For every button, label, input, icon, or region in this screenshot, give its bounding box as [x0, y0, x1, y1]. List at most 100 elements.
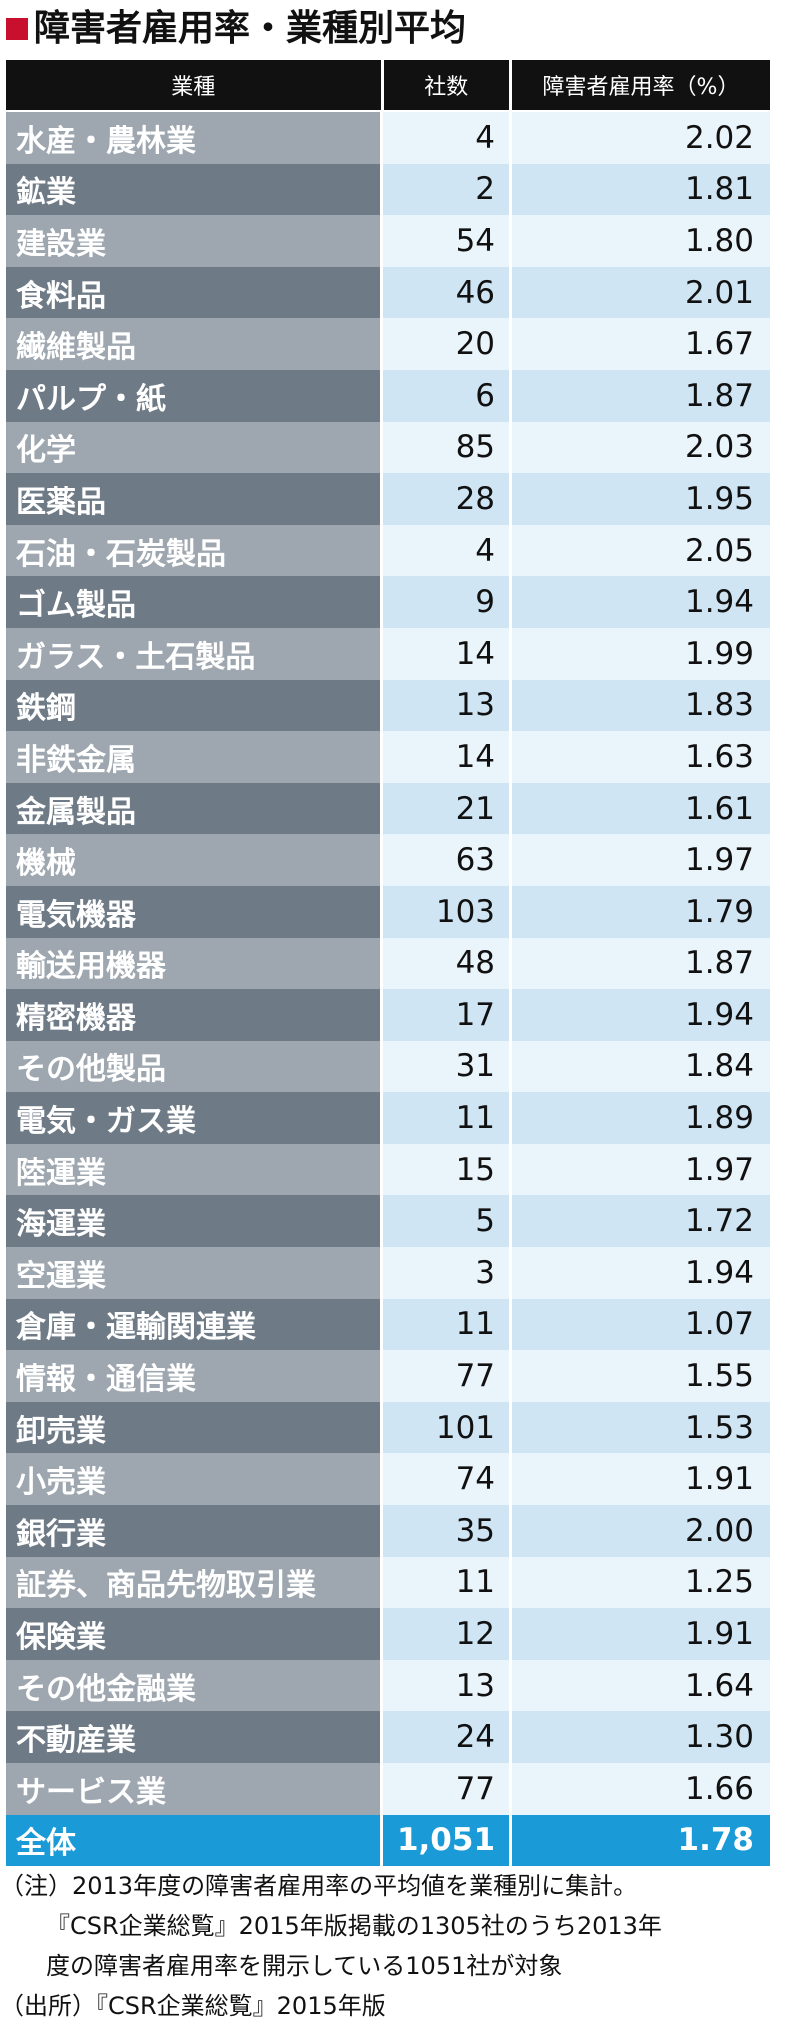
total-industry: 全体 — [6, 1814, 381, 1867]
industry-cell: 鉄鋼 — [6, 679, 381, 732]
industry-cell: 水産・農林業 — [6, 112, 381, 164]
rate-cell: 1.80 — [512, 215, 770, 267]
count-cell: 13 — [383, 1659, 510, 1712]
source-line: （出所）『CSR企業総覧』2015年版 — [0, 1992, 386, 2020]
count-cell: 63 — [383, 834, 510, 886]
total-rate: 1.78 — [512, 1814, 770, 1867]
industry-cell: 電気・ガス業 — [6, 1092, 381, 1144]
table-row: その他製品 31 1.84 — [6, 1040, 770, 1093]
table-row: 化学 85 2.03 — [6, 421, 770, 474]
table-row: パルプ・紙 6 1.87 — [6, 369, 770, 422]
header-rate: 障害者雇用率（%） — [512, 60, 770, 110]
count-cell: 48 — [383, 937, 510, 990]
table-row: その他金融業 13 1.64 — [6, 1659, 770, 1712]
rate-cell: 2.02 — [512, 112, 770, 164]
table-row: 海運業 5 1.72 — [6, 1195, 770, 1248]
industry-cell: その他金融業 — [6, 1659, 381, 1712]
footnotes: （注）2013年度の障害者雇用率の平均値を業種別に集計。 『CSR企業総覧』20… — [0, 1866, 800, 2026]
table-row: 電気・ガス業 11 1.89 — [6, 1092, 770, 1144]
count-cell: 9 — [383, 576, 510, 628]
industry-cell: 電気機器 — [6, 885, 381, 938]
count-cell: 20 — [383, 318, 510, 370]
rate-cell: 1.99 — [512, 627, 770, 680]
rate-cell: 1.07 — [512, 1298, 770, 1351]
industry-cell: 倉庫・運輸関連業 — [6, 1298, 381, 1351]
table-row: 証券、商品先物取引業 11 1.25 — [6, 1556, 770, 1609]
table-row: 電気機器 103 1.79 — [6, 885, 770, 938]
count-cell: 11 — [383, 1092, 510, 1144]
table-row: 情報・通信業 77 1.55 — [6, 1350, 770, 1402]
count-cell: 15 — [383, 1143, 510, 1196]
rate-cell: 1.53 — [512, 1401, 770, 1454]
count-cell: 2 — [383, 163, 510, 216]
rate-cell: 1.64 — [512, 1659, 770, 1712]
count-cell: 74 — [383, 1453, 510, 1506]
industry-cell: 機械 — [6, 834, 381, 886]
count-cell: 31 — [383, 1040, 510, 1093]
table-row: ガラス・土石製品 14 1.99 — [6, 627, 770, 680]
rate-cell: 2.03 — [512, 421, 770, 474]
table-row: 繊維製品 20 1.67 — [6, 318, 770, 370]
industry-cell: サービス業 — [6, 1763, 381, 1815]
rate-cell: 1.87 — [512, 937, 770, 990]
table-header: 業種 社数 障害者雇用率（%） — [6, 60, 770, 110]
industry-cell: パルプ・紙 — [6, 369, 381, 422]
table-row: 非鉄金属 14 1.63 — [6, 731, 770, 783]
count-cell: 17 — [383, 989, 510, 1041]
rate-cell: 1.87 — [512, 369, 770, 422]
table-row: 水産・農林業 4 2.02 — [6, 112, 770, 164]
count-cell: 28 — [383, 473, 510, 525]
count-cell: 4 — [383, 524, 510, 577]
rate-cell: 2.00 — [512, 1505, 770, 1557]
count-cell: 85 — [383, 421, 510, 474]
rate-cell: 1.55 — [512, 1350, 770, 1402]
count-cell: 3 — [383, 1247, 510, 1299]
industry-cell: 不動産業 — [6, 1711, 381, 1763]
rate-cell: 1.81 — [512, 163, 770, 216]
count-cell: 4 — [383, 112, 510, 164]
rate-cell: 1.25 — [512, 1556, 770, 1609]
table-row: サービス業 77 1.66 — [6, 1763, 770, 1815]
rate-cell: 1.94 — [512, 576, 770, 628]
count-cell: 14 — [383, 731, 510, 783]
count-cell: 13 — [383, 679, 510, 732]
count-cell: 24 — [383, 1711, 510, 1763]
industry-cell: その他製品 — [6, 1040, 381, 1093]
note-line: 『CSR企業総覧』2015年版掲載の1305社のうち2013年 — [46, 1912, 662, 1940]
rate-cell: 1.91 — [512, 1608, 770, 1660]
industry-cell: 金属製品 — [6, 782, 381, 835]
table-row: 卸売業 101 1.53 — [6, 1401, 770, 1454]
industry-cell: 輸送用機器 — [6, 937, 381, 990]
industry-cell: 証券、商品先物取引業 — [6, 1556, 381, 1609]
table-row: 精密機器 17 1.94 — [6, 989, 770, 1041]
count-cell: 103 — [383, 885, 510, 938]
table-row: 石油・石炭製品 4 2.05 — [6, 524, 770, 577]
rate-cell: 1.94 — [512, 1247, 770, 1299]
industry-cell: 建設業 — [6, 215, 381, 267]
count-cell: 46 — [383, 266, 510, 319]
table-row: 小売業 74 1.91 — [6, 1453, 770, 1506]
count-cell: 101 — [383, 1401, 510, 1454]
industry-cell: 情報・通信業 — [6, 1350, 381, 1402]
header-count: 社数 — [383, 60, 510, 110]
rate-cell: 1.95 — [512, 473, 770, 525]
industry-cell: 保険業 — [6, 1608, 381, 1660]
title-square-icon — [6, 18, 28, 40]
industry-cell: 空運業 — [6, 1247, 381, 1299]
chart-title: 障害者雇用率・業種別平均 — [34, 8, 467, 49]
count-cell: 11 — [383, 1556, 510, 1609]
rate-cell: 1.66 — [512, 1763, 770, 1815]
rate-cell: 2.05 — [512, 524, 770, 577]
table-body: 水産・農林業 4 2.02 鉱業 2 1.81 建設業 54 1.80 食料品 46 2.01 繊維製品… — [6, 112, 770, 1815]
table-row: 保険業 12 1.91 — [6, 1608, 770, 1660]
count-cell: 11 — [383, 1298, 510, 1351]
count-cell: 21 — [383, 782, 510, 835]
rate-cell: 1.97 — [512, 834, 770, 886]
table-row: 不動産業 24 1.30 — [6, 1711, 770, 1763]
industry-cell: ガラス・土石製品 — [6, 627, 381, 680]
table-row: 輸送用機器 48 1.87 — [6, 937, 770, 990]
industry-cell: 医薬品 — [6, 473, 381, 525]
industry-cell: 鉱業 — [6, 163, 381, 216]
table-row: 食料品 46 2.01 — [6, 266, 770, 319]
count-cell: 12 — [383, 1608, 510, 1660]
